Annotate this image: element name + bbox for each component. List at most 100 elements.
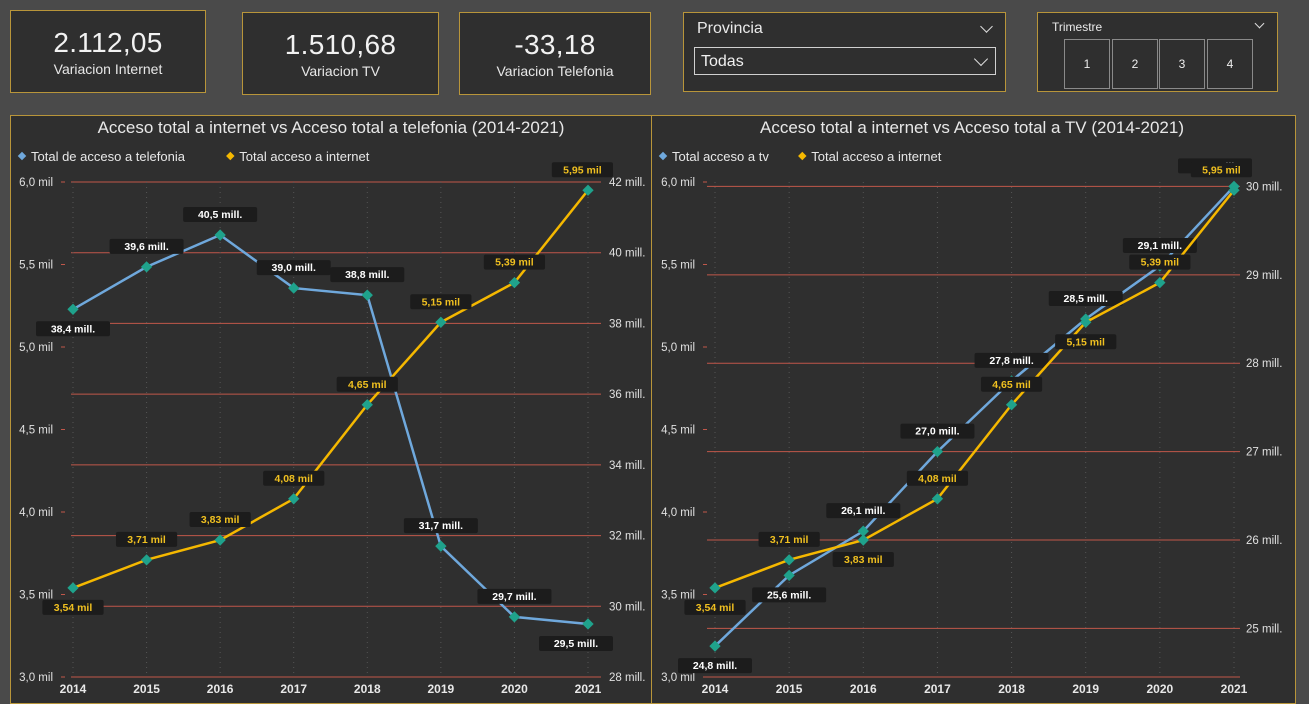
kpi-card-internet: 2.112,05 Variacion Internet <box>10 10 206 93</box>
data-label: 4,08 mil <box>906 470 969 486</box>
trimestre-tile-4[interactable]: 4 <box>1207 39 1253 89</box>
data-label: 39,0 mill. <box>256 260 331 276</box>
data-label-bg <box>1190 162 1252 178</box>
x-tick-label: 2018 <box>354 682 381 696</box>
trimestre-title: Trimestre <box>1052 20 1103 34</box>
kpi-label: Variacion Telefonia <box>496 63 614 79</box>
x-tick-label: 2016 <box>850 682 877 696</box>
data-label-text: 5,15 mil <box>1066 336 1105 348</box>
data-label-bg <box>330 267 405 283</box>
data-label-bg <box>758 531 820 547</box>
series-line <box>714 185 1235 647</box>
kpi-value: -33,18 <box>514 29 596 60</box>
provincia-dropdown[interactable]: Todas <box>694 47 996 75</box>
left-tick-label: 6,0 mil <box>661 177 695 189</box>
data-point <box>857 534 869 546</box>
kpi-label: Variacion Internet <box>53 61 163 77</box>
data-label-bg <box>115 531 178 547</box>
data-label-bg <box>42 599 104 615</box>
legend-marker <box>226 151 235 161</box>
right-tick-label: 25 mill. <box>1246 623 1282 635</box>
data-point <box>435 316 447 328</box>
x-tick-label: 2016 <box>207 682 234 696</box>
data-label-text: 5,95 mil <box>563 164 602 176</box>
data-point <box>1005 399 1018 411</box>
data-label: 25,6 mill. <box>752 587 827 603</box>
x-tick-label: 2019 <box>1072 682 1099 696</box>
data-label-bg <box>684 599 746 615</box>
left-tick-label: 3,0 mil <box>19 672 53 684</box>
data-label-bg <box>36 321 110 337</box>
data-label: 29,5 mill. <box>539 635 613 651</box>
data-label-bg <box>1055 334 1117 350</box>
data-label: 3,54 mil <box>42 599 104 615</box>
chart-panel-telefonia: Acceso total a internet vs Acceso total … <box>10 115 652 704</box>
data-point <box>1080 316 1092 328</box>
data-label-text: 38,8 mill. <box>345 269 389 281</box>
provincia-slicer: Provincia Todas <box>683 12 1006 92</box>
x-tick-label: 2021 <box>1221 682 1248 696</box>
data-label-bg <box>906 470 969 486</box>
data-point <box>214 534 226 546</box>
data-label-text: 3,54 mil <box>696 602 735 614</box>
legend-label: Total acceso a tv <box>672 149 769 164</box>
data-label-text: 26,1 mill. <box>841 505 885 517</box>
trimestre-tile-1[interactable]: 1 <box>1064 39 1110 89</box>
data-point <box>435 540 447 552</box>
right-tick-label: 28 mill. <box>609 672 645 684</box>
data-label: 4,08 mil <box>263 470 325 486</box>
data-label: 3,71 mil <box>758 531 820 547</box>
x-tick-label: 2019 <box>428 682 455 696</box>
right-tick-label: 28 mill. <box>1246 358 1282 370</box>
kpi-card-telefonia: -33,18 Variacion Telefonia <box>459 12 651 95</box>
left-tick-label: 4,5 mil <box>19 425 53 437</box>
data-label-text: 5,15 mil <box>422 296 461 308</box>
right-tick-label: 38 mill. <box>609 318 645 330</box>
data-label-bg <box>832 552 894 568</box>
right-tick-label: 40 mill. <box>609 248 645 260</box>
data-label-text: 27,8 mill. <box>989 355 1033 367</box>
data-label-bg <box>477 588 552 604</box>
right-tick-label: 26 mill. <box>1246 535 1282 547</box>
data-point <box>288 282 300 294</box>
data-label-text: 39,0 mill. <box>272 262 316 274</box>
legend-item: Total acceso a tv <box>658 149 769 164</box>
legend-label: Total acceso a internet <box>239 149 369 164</box>
trimestre-slicer: Trimestre 1 2 3 4 <box>1037 12 1278 92</box>
data-label-text: 3,54 mil <box>54 602 93 614</box>
data-label-text: 4,08 mil <box>918 473 957 485</box>
data-label-text: 3,83 mil <box>201 514 240 526</box>
data-label: 3,83 mil <box>832 552 894 568</box>
right-tick-label: 32 mill. <box>609 531 645 543</box>
data-label-bg <box>551 162 613 178</box>
kpi-value: 2.112,05 <box>53 27 163 58</box>
x-tick-label: 2020 <box>1147 682 1174 696</box>
trimestre-tile-3[interactable]: 3 <box>1159 39 1205 89</box>
data-label: 5,15 mil <box>1055 334 1117 350</box>
data-label: 5,95 mil <box>1190 162 1252 178</box>
data-label: 31,7 mill. <box>403 518 478 534</box>
data-label: 5,39 mil <box>483 254 546 270</box>
data-label: 24,8 mill. <box>678 658 752 674</box>
data-point <box>67 582 79 594</box>
data-label-bg <box>410 294 472 310</box>
data-label-bg <box>256 260 331 276</box>
left-tick-label: 3,5 mil <box>19 590 53 602</box>
data-label-bg <box>900 423 975 439</box>
data-label-bg <box>263 470 325 486</box>
legend-marker <box>17 151 27 161</box>
data-label-bg <box>974 352 1049 368</box>
chevron-down-icon[interactable] <box>1254 18 1265 29</box>
trimestre-tile-2[interactable]: 2 <box>1112 39 1158 89</box>
right-tick-label: 36 mill. <box>609 389 645 401</box>
data-label: 27,0 mill. <box>900 423 975 439</box>
data-label-bg <box>109 238 184 254</box>
legend-marker <box>798 151 807 161</box>
x-tick-label: 2017 <box>280 682 307 696</box>
data-label-text: 40,5 mill. <box>198 209 242 221</box>
chevron-down-icon[interactable] <box>980 20 993 33</box>
data-point <box>1228 184 1240 196</box>
left-tick-label: 3,0 mil <box>661 672 695 684</box>
data-label-text: 39,6 mill. <box>124 241 168 253</box>
data-label-text: 4,08 mil <box>274 473 313 485</box>
